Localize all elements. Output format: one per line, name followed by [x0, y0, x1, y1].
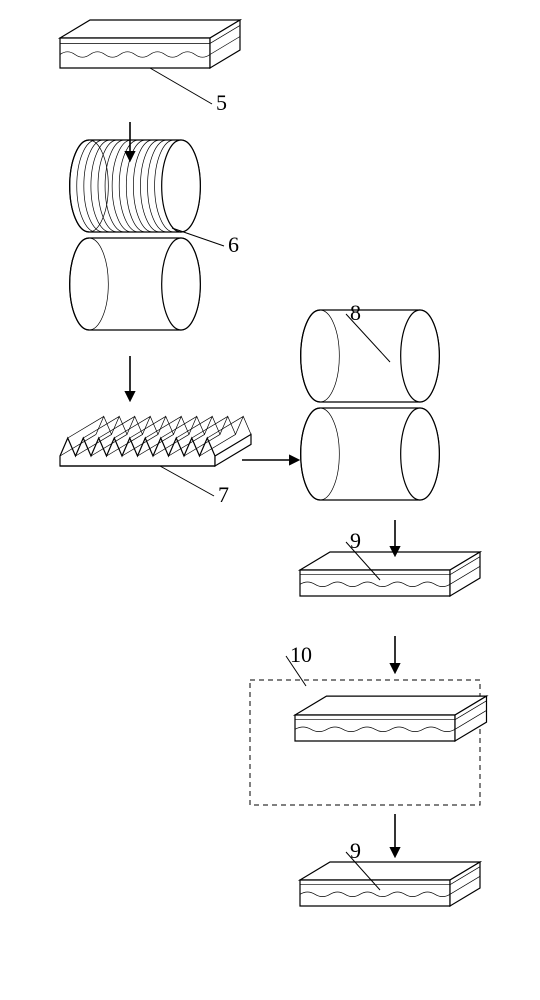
leader-line	[160, 466, 214, 496]
corrugated-7	[60, 416, 251, 466]
label-7: 7	[218, 482, 229, 507]
label-5: 5	[216, 90, 227, 115]
rollers-6	[70, 140, 201, 330]
label-6: 6	[228, 232, 239, 257]
rollers-8	[301, 310, 440, 500]
label-9b: 9	[350, 838, 361, 863]
label-8: 8	[350, 300, 361, 325]
label-10: 10	[290, 642, 312, 667]
sheet-9	[300, 552, 480, 596]
sheet-10	[295, 696, 487, 741]
label-9: 9	[350, 528, 361, 553]
sheet-5	[60, 20, 240, 68]
leader-line	[150, 68, 212, 104]
sheet-9b	[300, 862, 480, 906]
